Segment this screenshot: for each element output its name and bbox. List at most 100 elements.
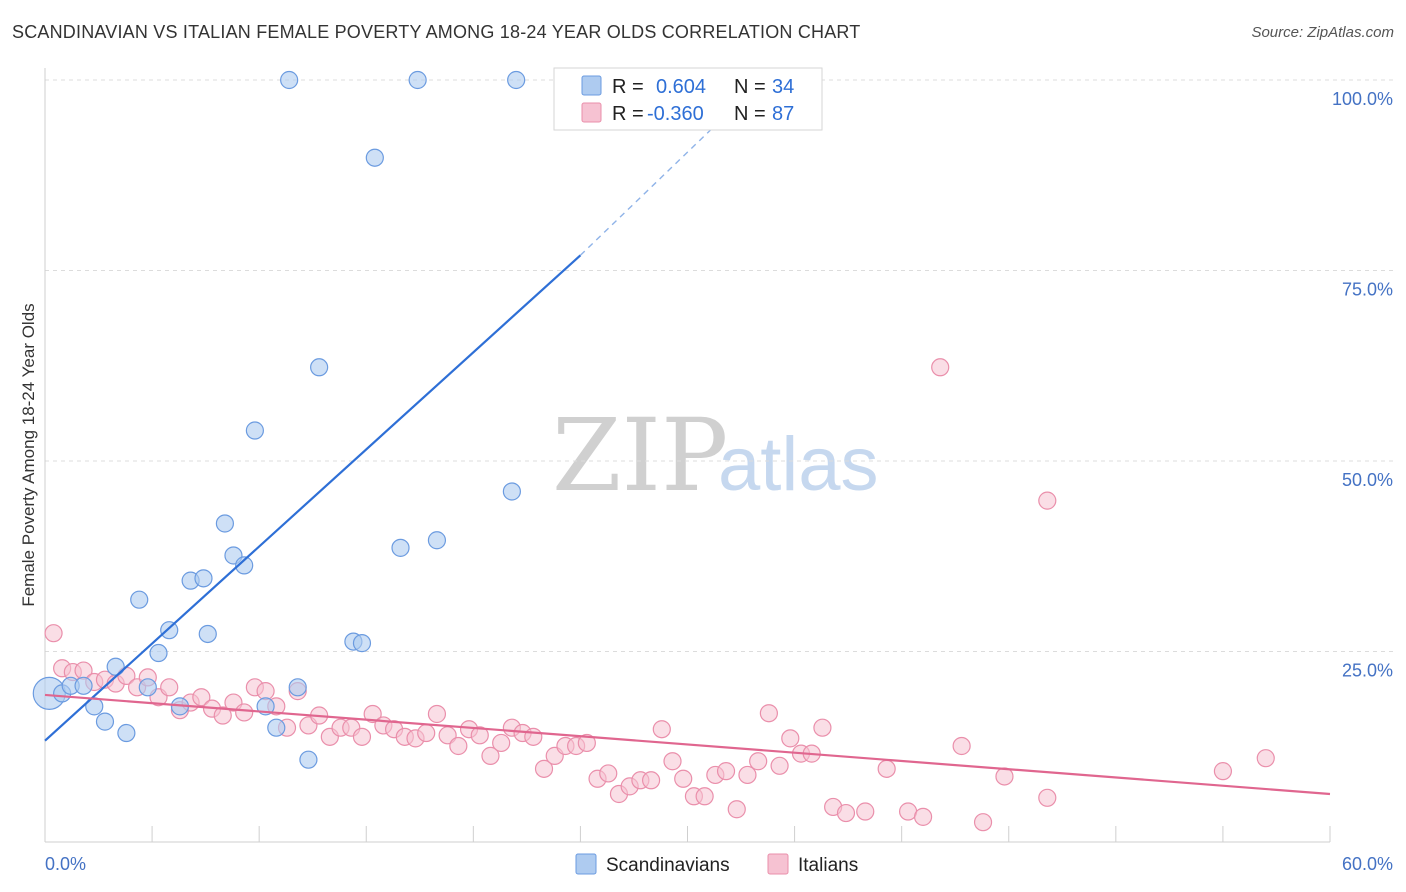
scandinavians-point [391,538,410,557]
legend-n-label: N = [734,76,766,98]
scandinavians-point [288,678,307,697]
italians-point [524,727,543,746]
watermark: ZIP atlas [552,397,879,514]
italians-point [1038,491,1057,510]
x-axis-ticks [151,826,1331,842]
italians-point [641,771,661,790]
scandinavians-point [198,624,217,644]
italians-point [256,682,275,701]
scandinavians-point [130,590,149,609]
legend-swatch-scandinavians [575,853,597,875]
italians-point [836,803,856,823]
scandinavians-point [245,421,264,440]
italians-point [716,762,736,781]
scandinavians-point [502,482,521,501]
series-italians [44,358,1275,832]
scandinavians-point [352,634,372,653]
italians-point [913,807,933,826]
scandinavians-point [365,148,384,167]
italians-point [674,769,693,788]
legend-n-value: 87 [772,103,794,125]
legend-swatch-scandinavians [581,75,602,96]
scandinavians-point [106,657,125,676]
italians-point [652,720,671,739]
italians-point [192,688,211,707]
legend-r-value: 0.604 [656,76,706,98]
italians-point [759,704,778,723]
italians-point [1213,762,1233,781]
italians-point [44,624,63,643]
legend-swatch-italians [767,853,789,875]
y-tick-label: 75.0% [1342,280,1393,300]
italians-point [931,358,950,377]
legend-r-label: R = [612,76,644,98]
scandinavians-point [507,70,526,90]
italians-point [695,787,714,806]
y-tick-label: 25.0% [1342,661,1393,681]
italians-point [213,706,232,725]
italians-point [449,736,468,756]
x-tick-label-max: 60.0% [1342,854,1393,874]
gridlines [45,79,1393,652]
italians-point [781,729,800,748]
italians-point [352,727,372,746]
series-scandinavians [32,70,526,769]
italians-point [856,802,875,821]
chart-title: SCANDINAVIAN VS ITALIAN FEMALE POVERTY A… [12,22,861,42]
italians-point [738,765,757,785]
legend-r-label: R = [612,103,644,125]
italians-point [417,723,436,743]
legend-label-italians: Italians [798,855,858,876]
watermark-zip: ZIP [552,397,728,514]
italians-point [973,813,993,832]
italians-point [492,733,511,753]
italians-point [160,678,179,697]
scandinavians-point [408,70,427,90]
scandinavians-point [299,750,318,769]
italians-trend-line [44,693,1331,796]
y-tick-labels: 25.0% 50.0% 75.0% 100.0% [1332,89,1393,681]
italians-point [663,752,682,771]
italians-point [770,756,789,775]
legend-n-value: 34 [772,76,794,98]
italians-point [1038,788,1057,807]
scandinavians-point [280,70,299,90]
correlation-legend: R = 0.604 N = 34 R = -0.360 N = 87 [553,67,823,131]
italians-point [952,736,971,756]
legend-n-label: N = [734,103,766,125]
italians-point [599,764,618,783]
italians-point [235,703,254,722]
legend-label-scandinavians: Scandinavians [606,855,730,876]
italians-point [363,704,382,724]
scandinavians-point [235,556,254,575]
legend-r-value: -0.360 [647,103,704,125]
y-tick-label: 100.0% [1332,89,1393,109]
scandinavians-point [215,514,234,533]
italians-point [727,800,746,819]
scandinavians-point [117,723,136,743]
italians-point [481,746,500,765]
italians-point [749,752,768,771]
scandinavians-point [149,643,168,663]
scandinavians-point [138,678,157,697]
series-legend: Scandinavians Italians [575,853,858,876]
y-axis-title: Female Poverty Among 18-24 Year Olds [19,303,38,606]
scandinavians-trend-line [44,254,582,742]
scandinavians-point [160,621,179,640]
watermark-atlas: atlas [718,422,879,507]
scandinavians-point [310,358,329,377]
scandinavians-point [427,531,447,550]
scandinavians-point [95,712,115,731]
italians-point [995,767,1014,786]
italians-point [470,726,489,745]
scandinavians-point [194,569,213,588]
scandinavians-point [267,718,286,737]
y-tick-label: 50.0% [1342,470,1393,490]
chart-source: Source: ZipAtlas.com [1251,24,1394,41]
italians-point [534,759,554,778]
x-tick-label-min: 0.0% [45,854,86,874]
italians-point [877,759,896,778]
scandinavians-point [74,676,93,695]
italians-point [577,733,596,753]
